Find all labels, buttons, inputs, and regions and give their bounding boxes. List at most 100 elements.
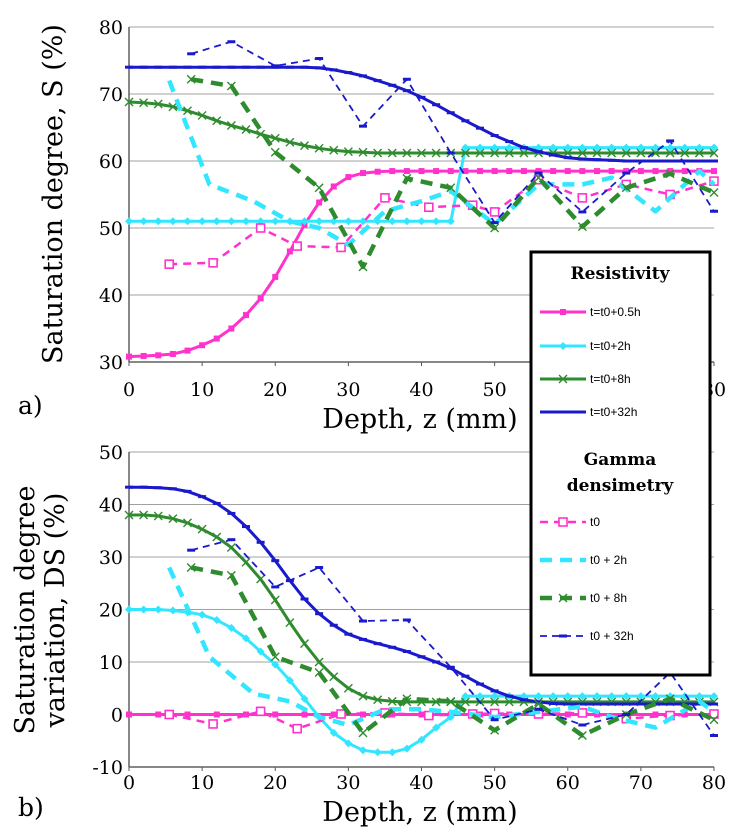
data-point bbox=[623, 168, 630, 175]
data-point bbox=[694, 148, 704, 158]
legend-title-gamma: Gamma bbox=[584, 450, 657, 470]
data-point bbox=[226, 81, 236, 91]
data-point bbox=[417, 735, 426, 744]
data-point bbox=[186, 563, 196, 572]
data-point bbox=[329, 145, 339, 155]
data-point bbox=[403, 168, 410, 175]
data-point bbox=[226, 570, 236, 580]
data-point bbox=[709, 709, 719, 719]
y-tick-label: 0 bbox=[111, 705, 123, 727]
chart-panel-a: 30405060708001020304050607080Depth, z (m… bbox=[18, 17, 726, 435]
panel-label: a) bbox=[18, 391, 43, 420]
data-point bbox=[636, 692, 645, 701]
legend: Resistivity Gamma densimetry t=t0+0.5ht=… bbox=[529, 250, 712, 677]
data-point bbox=[594, 168, 600, 175]
data-point bbox=[577, 193, 588, 203]
data-point bbox=[549, 143, 558, 152]
data-point bbox=[402, 148, 412, 158]
data-point bbox=[549, 692, 558, 701]
data-point bbox=[315, 217, 324, 226]
y-tick-label: -10 bbox=[92, 757, 123, 779]
data-point bbox=[270, 595, 280, 605]
legend-swatch-marker bbox=[558, 593, 568, 603]
data-point bbox=[168, 217, 177, 226]
data-point bbox=[387, 148, 397, 158]
legend-item: t=t0+8h bbox=[540, 372, 631, 386]
data-point bbox=[359, 746, 367, 755]
data-point bbox=[475, 148, 485, 158]
data-point bbox=[519, 148, 529, 158]
data-point bbox=[329, 728, 338, 737]
data-point bbox=[563, 692, 572, 701]
data-point bbox=[164, 709, 175, 720]
data-point bbox=[592, 148, 602, 158]
data-point bbox=[270, 133, 280, 143]
data-point bbox=[183, 217, 192, 226]
data-point bbox=[680, 148, 690, 158]
y-axis-label: variation, DS (%) bbox=[40, 493, 71, 729]
y-tick-label: 60 bbox=[99, 151, 123, 173]
panel-label: b) bbox=[18, 793, 44, 822]
data-point bbox=[607, 148, 617, 158]
legend-label: t=t0+0.5h bbox=[590, 305, 641, 319]
data-point bbox=[212, 616, 221, 624]
data-point bbox=[242, 217, 250, 226]
data-point bbox=[336, 709, 346, 719]
y-axis-label-group: Saturation degree variation, DS (%) bbox=[10, 486, 71, 735]
data-point bbox=[446, 696, 456, 706]
data-point bbox=[228, 325, 235, 332]
data-point bbox=[578, 692, 587, 701]
data-point bbox=[424, 202, 434, 213]
data-point bbox=[709, 176, 719, 186]
series-t-t0-8h bbox=[124, 97, 719, 158]
data-point bbox=[388, 748, 397, 757]
data-point bbox=[667, 168, 674, 175]
legend-item: t=t0+32h bbox=[540, 405, 637, 419]
data-point bbox=[534, 699, 543, 709]
data-point bbox=[272, 273, 279, 280]
data-point bbox=[153, 511, 163, 521]
data-point bbox=[380, 193, 390, 203]
data-point bbox=[255, 223, 266, 233]
data-point bbox=[300, 217, 309, 226]
data-point bbox=[402, 217, 411, 226]
data-point bbox=[329, 217, 338, 226]
legend-item: t=t0+2h bbox=[540, 339, 631, 353]
y-tick-label: 20 bbox=[99, 600, 123, 622]
data-point bbox=[373, 148, 383, 158]
data-point bbox=[314, 143, 324, 153]
data-point bbox=[241, 557, 251, 567]
data-point bbox=[564, 168, 571, 175]
x-tick-label: 20 bbox=[263, 772, 287, 794]
data-point bbox=[490, 148, 500, 158]
data-point bbox=[256, 574, 266, 584]
y-tick-label: 40 bbox=[99, 495, 123, 517]
data-point bbox=[272, 711, 279, 718]
legend-item: t0 + 8h bbox=[540, 591, 627, 605]
data-point bbox=[417, 217, 426, 226]
data-point bbox=[710, 143, 718, 152]
data-point bbox=[695, 143, 704, 152]
data-point bbox=[433, 168, 440, 175]
data-point bbox=[198, 610, 207, 619]
data-point bbox=[637, 168, 644, 175]
data-point bbox=[183, 106, 192, 116]
data-point bbox=[213, 335, 220, 342]
data-point bbox=[197, 524, 207, 534]
data-point bbox=[154, 605, 163, 614]
data-point bbox=[681, 168, 688, 175]
data-point bbox=[344, 739, 353, 748]
data-point bbox=[139, 510, 149, 520]
data-point bbox=[402, 744, 411, 753]
data-point bbox=[680, 143, 689, 152]
x-tick-label: 50 bbox=[483, 772, 507, 794]
data-point bbox=[709, 715, 719, 725]
data-point bbox=[292, 723, 302, 734]
x-tick-label: 70 bbox=[629, 772, 653, 794]
data-point bbox=[314, 183, 324, 193]
data-point bbox=[374, 168, 381, 175]
data-point bbox=[139, 98, 149, 108]
data-point bbox=[227, 217, 236, 226]
data-point bbox=[651, 143, 660, 152]
data-point bbox=[330, 711, 337, 718]
